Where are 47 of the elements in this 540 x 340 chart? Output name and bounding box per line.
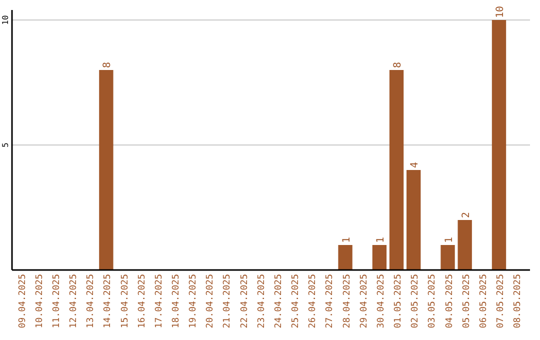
data-label: 1 <box>375 236 386 243</box>
x-tick-label: 16.04.2025 <box>137 274 148 328</box>
x-tick-label: 12.04.2025 <box>69 274 80 328</box>
x-tick-label: 10.04.2025 <box>34 274 45 328</box>
x-tick-label: 18.04.2025 <box>172 274 182 328</box>
x-tick-label: 05.05.2025 <box>462 274 472 328</box>
x-tick-label: 11.04.2025 <box>52 274 62 328</box>
x-tick-label: 28.04.2025 <box>342 274 352 328</box>
data-label: 2 <box>460 212 472 218</box>
x-tick-label: 20.04.2025 <box>206 274 216 328</box>
bar <box>492 20 506 270</box>
x-tick-label: 21.04.2025 <box>222 274 233 328</box>
y-tick-label: 5 <box>1 142 10 148</box>
x-tick-label: 09.04.2025 <box>18 274 28 328</box>
x-tick-label: 02.05.2025 <box>410 274 421 328</box>
x-tick-label: 25.04.2025 <box>291 274 302 328</box>
x-tick-label: 27.04.2025 <box>325 274 336 328</box>
x-tick-label: 13.04.2025 <box>86 274 96 328</box>
x-tick-label: 01.05.2025 <box>394 274 404 328</box>
x-tick-label: 22.04.2025 <box>240 274 250 328</box>
x-tick-label: 19.04.2025 <box>188 274 199 328</box>
data-label: 8 <box>102 62 114 68</box>
x-tick-label: 15.04.2025 <box>120 274 130 328</box>
x-tick-label: 08.05.2025 <box>513 274 524 328</box>
bar <box>338 245 352 270</box>
x-tick-label: 17.04.2025 <box>154 274 164 328</box>
x-tick-label: 07.05.2025 <box>496 274 506 328</box>
bar <box>440 245 455 270</box>
x-tick-label: 04.05.2025 <box>444 274 455 328</box>
x-tick-label: 26.04.2025 <box>308 274 318 328</box>
x-tick-label: 03.05.2025 <box>428 274 438 328</box>
x-tick-label: 29.04.2025 <box>359 274 370 328</box>
bar <box>99 70 114 270</box>
x-tick-label: 06.05.2025 <box>478 274 489 328</box>
x-tick-label: 30.04.2025 <box>376 274 386 328</box>
data-label: 8 <box>392 62 404 68</box>
bar <box>458 220 472 270</box>
data-label: 10 <box>494 6 506 18</box>
x-tick-label: 24.04.2025 <box>274 274 284 328</box>
data-label: 4 <box>410 162 421 168</box>
data-label: 1 <box>444 236 455 243</box>
data-label: 1 <box>341 236 352 243</box>
bar <box>406 170 421 270</box>
x-tick-label: 23.04.2025 <box>256 274 267 328</box>
bar <box>389 70 404 270</box>
x-tick-label: 14.04.2025 <box>103 274 114 328</box>
bar <box>372 245 387 270</box>
